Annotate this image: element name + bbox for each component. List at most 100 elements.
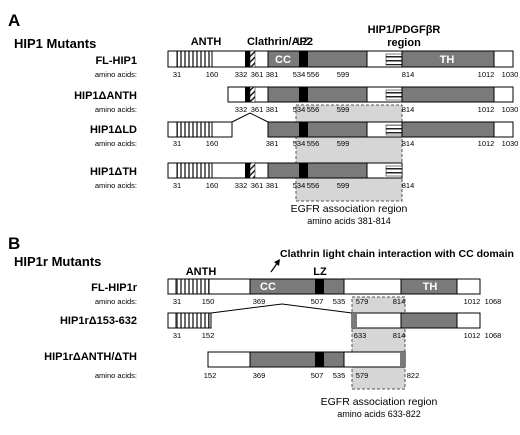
aa-position: 579 — [356, 371, 369, 380]
panel-a-letter: A — [8, 11, 20, 30]
aa-position: 31 — [173, 181, 181, 190]
construct-name: HIP1rΔANTH/ΔTH — [44, 351, 137, 363]
cc-label-a: CC — [275, 54, 291, 66]
aa-position: 1012 — [464, 331, 481, 340]
egfr-region-a-outline — [295, 104, 403, 202]
position-labels: 31 160 381 534 556 599 814 1012 1030 — [173, 139, 519, 148]
aa-position: 150 — [202, 297, 215, 306]
aa-position: 1030 — [502, 139, 519, 148]
egfr-region-b-outline — [351, 296, 406, 390]
aa-position: 814 — [402, 139, 415, 148]
position-labels: 31 152 633 814 1012 1068 — [173, 331, 502, 340]
construct-name: HIP1ΔLD — [90, 124, 137, 136]
protein-bar — [207, 351, 406, 368]
aa-position: 381 — [266, 181, 279, 190]
aa-position: 534 — [293, 139, 306, 148]
construct-name: HIP1rΔ153-632 — [60, 315, 137, 327]
aa-position: 1012 — [464, 297, 481, 306]
anth-label-b: ANTH — [186, 266, 217, 278]
construct-name: HIP1ΔTH — [90, 166, 137, 178]
panel-b-heading: HIP1r Mutants — [14, 254, 101, 269]
aa-position: 332 — [235, 105, 248, 114]
aa-position: 633 — [354, 331, 367, 340]
aa-position: 31 — [173, 297, 181, 306]
amino-acids-label: amino acids: — [95, 70, 137, 79]
aa-position: 332 — [235, 70, 248, 79]
aa-position: 556 — [307, 139, 320, 148]
position-labels: 152 369 507 535 579 822 — [204, 371, 420, 380]
protein-bar — [167, 112, 514, 138]
aa-position: 814 — [402, 70, 415, 79]
aa-position: 556 — [307, 70, 320, 79]
aa-position: 1068 — [485, 297, 502, 306]
aa-position: 31 — [173, 139, 181, 148]
aa-position: 361 — [251, 181, 264, 190]
aa-position: 1012 — [478, 139, 495, 148]
aa-position: 599 — [337, 105, 350, 114]
aa-position: 1068 — [485, 331, 502, 340]
amino-acids-label: amino acids: — [95, 371, 137, 380]
aa-position: 814 — [393, 297, 406, 306]
aa-position: 599 — [337, 139, 350, 148]
aa-position: 31 — [173, 70, 181, 79]
aa-position: 556 — [307, 181, 320, 190]
egfr-title-b: EGFR association region — [321, 396, 438, 408]
aa-position: 535 — [333, 371, 346, 380]
aa-position: 507 — [311, 371, 324, 380]
aa-position: 1030 — [502, 105, 519, 114]
aa-position: 31 — [173, 331, 181, 340]
protein-bar — [167, 278, 481, 295]
aa-position: 534 — [293, 181, 306, 190]
position-labels: 31 160 332 361 381 534 556 599 814 1012 … — [173, 70, 519, 79]
egfr-range-a: amino acids 381-814 — [307, 216, 391, 226]
aa-position: 369 — [253, 297, 266, 306]
position-labels: 332 361 381 534 556 599 814 1012 1030 — [235, 105, 519, 114]
aa-position: 814 — [393, 331, 406, 340]
protein-bar — [167, 50, 514, 68]
egfr-range-b: amino acids 633-822 — [337, 409, 421, 419]
aa-position: 160 — [206, 139, 219, 148]
amino-acids-label: amino acids: — [95, 105, 137, 114]
aa-position: 579 — [356, 297, 369, 306]
aa-position: 814 — [402, 105, 415, 114]
aa-position: 1012 — [478, 105, 495, 114]
amino-acids-label: amino acids: — [95, 297, 137, 306]
aa-position: 599 — [337, 70, 350, 79]
region-label-line2: region — [387, 37, 421, 49]
lz-label-a: LZ — [297, 36, 310, 48]
egfr-region-a — [296, 105, 402, 201]
aa-position: 361 — [251, 105, 264, 114]
amino-acids-label: amino acids: — [95, 181, 137, 190]
lz-label-b: LZ — [313, 266, 327, 278]
aa-position: 160 — [206, 70, 219, 79]
construct-name: HIP1ΔANTH — [74, 90, 137, 102]
aa-position: 535 — [333, 297, 346, 306]
egfr-region-b — [352, 297, 405, 389]
construct-name: FL-HIP1r — [91, 282, 138, 294]
position-labels: 31 160 332 361 381 534 556 599 814 — [173, 181, 414, 190]
th-label-b: TH — [423, 281, 438, 293]
aa-position: 556 — [307, 105, 320, 114]
amino-acids-label: amino acids: — [95, 139, 137, 148]
aa-position: 822 — [407, 371, 420, 380]
aa-position: 814 — [402, 181, 415, 190]
protein-bar — [167, 303, 481, 329]
panel-b-letter: B — [8, 234, 20, 253]
aa-position: 1030 — [502, 70, 519, 79]
aa-position: 152 — [204, 371, 217, 380]
aa-position: 599 — [337, 181, 350, 190]
clathrin-light-chain-callout: Clathrin light chain interaction with CC… — [280, 248, 514, 260]
aa-position: 381 — [266, 105, 279, 114]
aa-position: 507 — [311, 297, 324, 306]
aa-position: 332 — [235, 181, 248, 190]
th-label-a: TH — [440, 54, 455, 66]
aa-position: 160 — [206, 181, 219, 190]
position-labels: 31 150 369 507 535 579 814 1012 1068 — [173, 297, 502, 306]
construct-name: FL-HIP1 — [95, 55, 137, 67]
aa-position: 1012 — [478, 70, 495, 79]
aa-position: 369 — [253, 371, 266, 380]
protein-bar — [167, 162, 403, 179]
callout-arrow — [270, 259, 280, 273]
aa-position: 361 — [251, 70, 264, 79]
